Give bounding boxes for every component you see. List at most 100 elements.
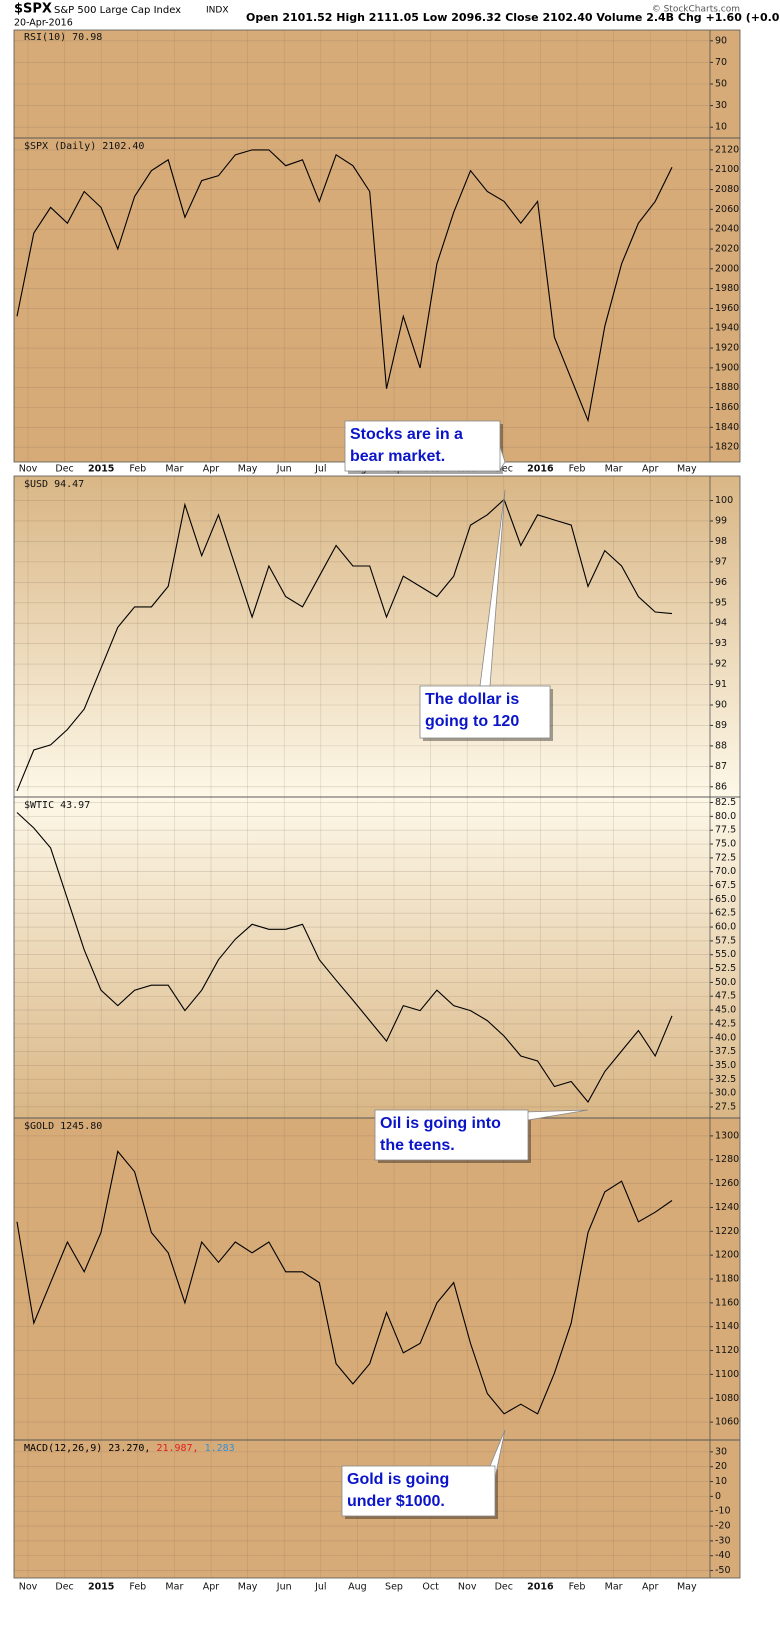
spx-bg xyxy=(14,138,740,462)
y-tick-label: 2020 xyxy=(715,243,739,254)
y-tick-label: 2080 xyxy=(715,184,739,195)
x-tick-label: Feb xyxy=(569,1582,586,1593)
y-tick-label: 80.0 xyxy=(715,811,736,822)
annotation-text: The dollar is xyxy=(425,691,519,708)
y-tick-label: 32.5 xyxy=(715,1074,736,1085)
y-tick-label: 1220 xyxy=(715,1226,739,1237)
y-tick-label: 1280 xyxy=(715,1154,739,1165)
x-tick-label: Jun xyxy=(276,464,292,475)
annotation-box xyxy=(419,685,551,739)
x-tick-label: Jul xyxy=(314,464,326,475)
y-tick-label: 94 xyxy=(715,618,727,629)
annotation-text: Gold is going xyxy=(347,1471,449,1488)
usd-bg xyxy=(14,476,740,797)
y-tick-label: 93 xyxy=(715,638,727,649)
y-tick-label: 62.5 xyxy=(715,908,736,919)
y-tick-label: 72.5 xyxy=(715,852,736,863)
y-tick-label: 1080 xyxy=(715,1393,739,1404)
y-tick-label: 65.0 xyxy=(715,894,736,905)
y-tick-label: 0 xyxy=(715,1491,721,1502)
y-tick-label: 42.5 xyxy=(715,1018,736,1029)
label-part: 21.987, xyxy=(156,1443,198,1454)
y-tick-label: -40 xyxy=(715,1550,731,1561)
x-tick-label: Oct xyxy=(422,1582,439,1593)
annotation-text: the teens. xyxy=(380,1137,455,1154)
y-tick-label: -10 xyxy=(715,1506,731,1517)
x-tick-label: Feb xyxy=(569,464,586,475)
y-tick-label: 37.5 xyxy=(715,1046,736,1057)
x-tick-label: Apr xyxy=(203,1582,220,1593)
x-tick-label: Mar xyxy=(165,1582,183,1593)
y-tick-label: 1820 xyxy=(715,442,739,453)
y-tick-label: 1200 xyxy=(715,1250,739,1261)
x-tick-label: Nov xyxy=(19,464,38,475)
y-tick-label: 75.0 xyxy=(715,839,736,850)
y-tick-label: 30 xyxy=(715,100,727,111)
y-tick-label: 90 xyxy=(715,699,727,710)
panel-frame xyxy=(13,1439,741,1579)
y-tick-label: 96 xyxy=(715,577,727,588)
quote: Open 2101.52 High 2111.05 Low 2096.32 Cl… xyxy=(246,11,780,24)
y-tick-label: 1060 xyxy=(715,1417,739,1428)
y-tick-label: -50 xyxy=(715,1565,731,1576)
x-tick-label: Feb xyxy=(129,464,146,475)
y-tick-label: 99 xyxy=(715,515,727,526)
panel-backgrounds xyxy=(14,30,740,1578)
oil-bg xyxy=(14,797,740,1118)
annotation-box xyxy=(374,1109,529,1161)
x-tick-label: Nov xyxy=(458,1582,477,1593)
price-line xyxy=(16,498,673,792)
y-tick-label: 100 xyxy=(715,495,733,506)
y-tick-label: 88 xyxy=(715,740,727,751)
y-tick-label: 1120 xyxy=(715,1345,739,1356)
y-tick-label: 98 xyxy=(715,536,727,547)
panel-label: MACD(12,26,9) 23.270, 21.987, 1.283 xyxy=(24,1443,235,1454)
x-tick-label: Apr xyxy=(203,464,220,475)
y-tick-label: 89 xyxy=(715,720,727,731)
x-tick-label: 2016 xyxy=(527,464,554,475)
x-tick-label: Feb xyxy=(129,1582,146,1593)
x-tick-label: Jul xyxy=(314,1582,326,1593)
legend-entry: $WTIC 43.97 xyxy=(24,800,90,811)
y-tick-label: 30 xyxy=(715,1446,727,1457)
y-tick-label: 30.0 xyxy=(715,1088,736,1099)
y-tick-label: 92 xyxy=(715,659,727,670)
y-tick-label: 1940 xyxy=(715,323,739,334)
y-tick-label: 27.5 xyxy=(715,1101,736,1112)
x-tick-label: May xyxy=(238,1582,258,1593)
x-tick-label: Apr xyxy=(642,464,659,475)
y-tick-label: 45.0 xyxy=(715,1005,736,1016)
annotation-box xyxy=(344,420,501,472)
y-tick-label: 1300 xyxy=(715,1130,739,1141)
y-tick-label: 50.0 xyxy=(715,977,736,988)
y-tick-label: 10 xyxy=(715,122,727,133)
y-tick-label: 47.5 xyxy=(715,991,736,1002)
x-tick-label: Dec xyxy=(495,464,513,475)
price-line xyxy=(16,1150,673,1415)
y-tick-label: 86 xyxy=(715,781,727,792)
legend-entry: $SPX (Daily) 2102.40 xyxy=(24,141,144,152)
y-tick-label: 1180 xyxy=(715,1274,739,1285)
x-tick-label: May xyxy=(677,1582,697,1593)
y-tick-label: 2060 xyxy=(715,204,739,215)
y-tick-label: 35.0 xyxy=(715,1060,736,1071)
y-tick-label: 52.5 xyxy=(715,963,736,974)
x-tick-label: Jun xyxy=(276,1582,292,1593)
y-tick-label: 2000 xyxy=(715,263,739,274)
y-tick-label: 91 xyxy=(715,679,727,690)
y-tick-label: 60.0 xyxy=(715,922,736,933)
source: © StockCharts.com xyxy=(652,5,740,15)
y-tick-label: 77.5 xyxy=(715,825,736,836)
y-tick-label: 1880 xyxy=(715,382,739,393)
y-tick-label: 1960 xyxy=(715,303,739,314)
x-tick-label: Apr xyxy=(642,1582,659,1593)
y-tick-label: 1100 xyxy=(715,1369,739,1380)
y-tick-label: 1980 xyxy=(715,283,739,294)
x-tick-label: Mar xyxy=(165,464,183,475)
y-tick-label: 95 xyxy=(715,597,727,608)
x-tick-label: Dec xyxy=(495,1582,513,1593)
y-tick-label: 2040 xyxy=(715,224,739,235)
y-tick-label: 57.5 xyxy=(715,935,736,946)
annotation-text: bear market. xyxy=(350,448,445,465)
